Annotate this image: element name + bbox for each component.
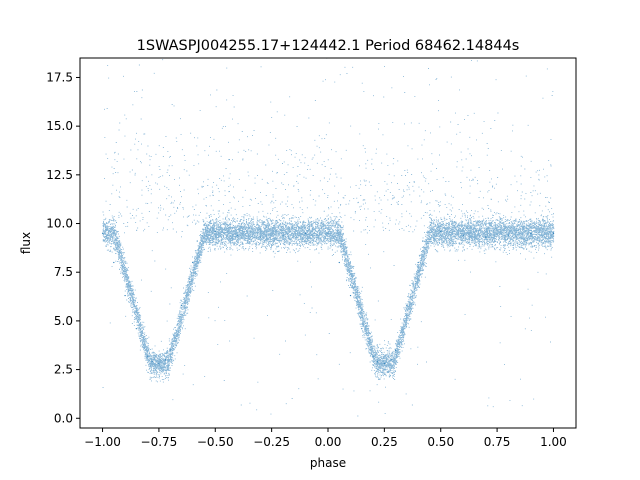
data-point: [101, 232, 104, 234]
x-tick-label: 0.00: [315, 435, 342, 449]
data-point: [113, 261, 115, 264]
data-point: [361, 328, 363, 330]
x-tick-label: −0.75: [141, 435, 178, 449]
x-tick-label: 0.50: [427, 435, 454, 449]
y-axis-label: flux: [19, 232, 33, 254]
x-tick-label: −0.25: [253, 435, 290, 449]
x-axis-label: phase: [310, 456, 346, 470]
data-point: [338, 261, 340, 264]
data-point: [124, 294, 126, 297]
x-tick-label: 1.00: [540, 435, 567, 449]
data-point: [196, 240, 198, 242]
y-tick-label: 10.0: [46, 217, 73, 231]
x-axis: −1.00 −0.75 −0.50 −0.25 0.00 0.25 0.50 0.75 1.00: [84, 428, 567, 449]
scatter-points: [101, 57, 555, 417]
data-point: [417, 261, 419, 264]
y-tick-label: 2.5: [54, 363, 73, 377]
x-tick-label: −0.50: [197, 435, 234, 449]
x-tick-label: 0.75: [484, 435, 511, 449]
y-tick-label: 0.0: [54, 411, 73, 425]
chart-title: 1SWASPJ004255.17+124442.1 Period 68462.1…: [137, 38, 520, 54]
x-tick-label: −1.00: [84, 435, 121, 449]
data-point: [349, 294, 352, 297]
y-tick-label: 12.5: [46, 168, 73, 182]
x-tick-label: 0.25: [371, 435, 398, 449]
y-axis: 0.0 2.5 5.0 7.5 10.0 12.5 15.0 17.5: [46, 70, 80, 425]
data-point: [422, 240, 424, 242]
y-tick-label: 5.0: [54, 314, 73, 328]
y-tick-label: 7.5: [54, 265, 73, 279]
y-tick-label: 15.0: [46, 119, 73, 133]
data-point: [135, 328, 137, 330]
y-tick-label: 17.5: [46, 70, 73, 84]
scatter-cloud: [102, 57, 555, 417]
